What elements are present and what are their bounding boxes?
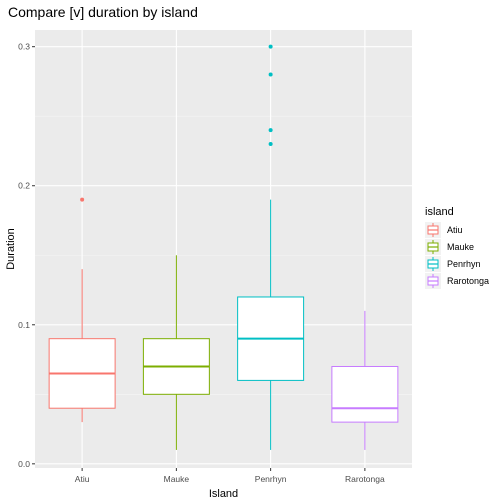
- box-body: [331, 365, 399, 423]
- legend-item: Atiu: [425, 222, 463, 238]
- y-axis: 0.0 0.1 0.2 0.3: [18, 42, 35, 469]
- x-tick-label: Rarotonga: [345, 474, 385, 484]
- y-axis-title: Duration: [5, 228, 17, 270]
- outlier-point: [268, 128, 273, 133]
- y-tick-label: 0.2: [18, 181, 30, 191]
- boxes-layer: [48, 44, 399, 450]
- y-tick-label: 0.3: [18, 42, 30, 52]
- legend-label: Atiu: [447, 225, 463, 235]
- box-penrhyn: [237, 44, 305, 450]
- x-tick-label: Mauke: [164, 474, 190, 484]
- box-rarotonga: [331, 310, 399, 450]
- legend-label: Mauke: [447, 242, 474, 252]
- outlier-point: [268, 72, 273, 77]
- outlier-point: [268, 44, 273, 49]
- legend-label: Penrhyn: [447, 259, 481, 269]
- box-atiu: [48, 197, 116, 423]
- legend-item: Penrhyn: [425, 256, 481, 272]
- legend: island Atiu Mauke Penrhyn Rarotonga: [425, 206, 489, 289]
- chart-title: Compare [v] duration by island: [8, 4, 198, 20]
- x-axis-title: Island: [209, 488, 238, 500]
- outlier-point: [268, 142, 273, 147]
- x-axis: Atiu Mauke Penrhyn Rarotonga: [75, 468, 385, 484]
- x-tick-label: Atiu: [75, 474, 90, 484]
- outlier-point: [80, 197, 85, 202]
- x-tick-label: Penrhyn: [255, 474, 287, 484]
- legend-item: Rarotonga: [425, 273, 489, 289]
- y-tick-label: 0.0: [18, 459, 30, 469]
- legend-item: Mauke: [425, 239, 474, 255]
- box-mauke: [142, 255, 210, 450]
- legend-label: Rarotonga: [447, 276, 489, 286]
- y-tick-label: 0.1: [18, 320, 30, 330]
- legend-title: island: [425, 206, 454, 218]
